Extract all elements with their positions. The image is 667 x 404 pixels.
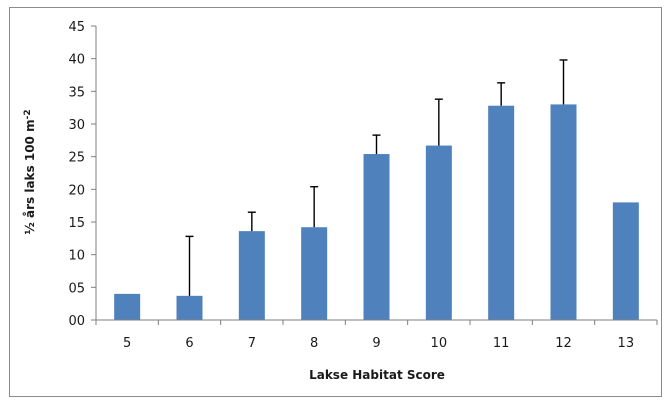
y-tick-label: 00 [68,314,85,329]
bar [425,145,452,320]
y-tick-label: 25 [68,151,85,166]
bar [550,104,577,321]
y-axis-ticks: 00 05 10 15 20 25 30 35 40 45 [68,20,96,329]
x-tick-label: 11 [493,336,510,351]
x-tick-label: 5 [123,336,131,351]
error-bars [185,59,568,296]
x-tick-label: 6 [185,336,193,351]
y-tick-label: 10 [68,249,85,264]
x-tick-label: 9 [372,336,380,351]
y-tick-label: 05 [68,281,85,296]
bars [114,104,639,321]
bar [301,227,328,320]
y-tick-label: 45 [68,20,85,35]
x-tick-label: 13 [618,336,635,351]
y-tick-label: 15 [68,216,85,231]
y-tick-label: 35 [68,85,85,100]
axes [95,26,657,321]
x-tick-label: 12 [555,336,572,351]
y-axis-title: ½ års laks 100 m-2 [23,109,37,234]
bar [363,154,390,320]
x-tick-label: 8 [310,336,318,351]
bar [114,293,141,320]
bar [612,202,639,320]
x-axis-ticks: 5 6 7 8 9 10 11 12 13 [95,320,658,351]
bar [488,105,515,320]
y-tick-label: 20 [68,183,85,198]
y-tick-label: 40 [68,53,85,68]
x-axis-title: Lakse Habitat Score [309,368,445,382]
bar [238,231,265,320]
x-tick-label: 10 [431,336,448,351]
y-tick-label: 30 [68,118,85,133]
x-tick-label: 7 [248,336,256,351]
y-axis-title-superscript: -2 [23,109,33,119]
bar [176,295,203,320]
y-axis-title-text: ½ års laks 100 m [23,119,37,234]
